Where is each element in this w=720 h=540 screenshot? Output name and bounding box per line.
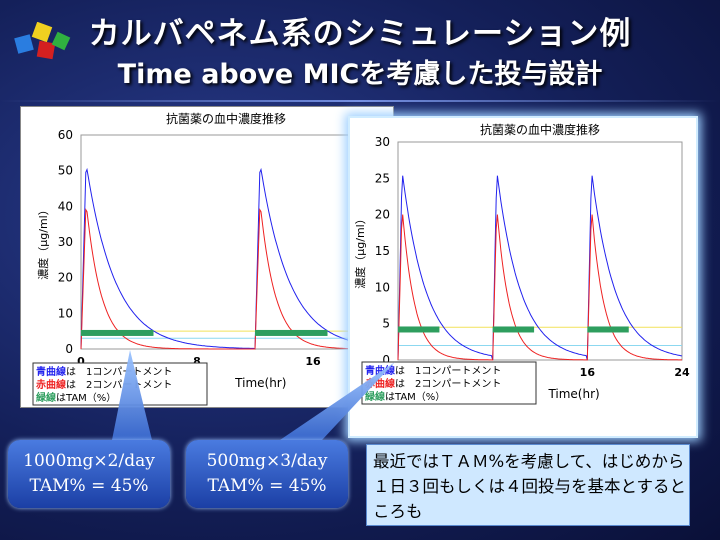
y-tick-label: 20 [375,208,390,222]
legend-text: は 2コンパートメント [395,378,501,390]
caption-dose-2: 500mg×3/day [206,451,328,471]
caption-dose-1: 1000mg×2/day [23,451,155,471]
legend-text: はTAM（%） [385,391,445,403]
y-axis-label: 濃度（μg/ml） [36,204,50,279]
legend-key: 緑線 [36,391,56,404]
caption-regimen-2: 500mg×3/day TAM% = 45% [186,440,348,508]
series-line-1-compartment [397,175,683,361]
title-divider [0,100,720,102]
y-tick-label: 25 [375,171,390,185]
x-tick-label: 24 [674,366,690,379]
y-tick-label: 30 [58,235,73,249]
chart-title: 抗菌薬の血中濃度推移 [166,111,286,126]
x-tick-label: 8 [193,355,201,368]
caption-tam-2: TAM% = 45% [207,476,327,496]
series-line-1-compartment [80,167,372,350]
legend-text: はTAM（%） [56,392,116,404]
tam-bar [255,329,328,336]
callout-pointer-1 [112,350,152,440]
series-line-2-compartment [80,207,371,350]
y-tick-label: 50 [58,164,73,178]
x-tick-label: 0 [77,355,85,368]
chart-twice-daily: 抗菌薬の血中濃度推移 60 50 40 30 20 10 0 0 8 16 濃度（μg/ml） Time… [20,106,394,408]
legend-box [361,361,537,405]
x-tick-label: 16 [580,366,596,379]
legend-box [32,362,208,406]
x-axis-label: Time(hr) [547,387,599,401]
legend-key: 赤曲線 [36,378,66,391]
chart-svg-1: 抗菌薬の血中濃度推移 60 50 40 30 20 10 00 8 16 濃度（μg/ml） Time… [32,111,372,406]
slide-subtitle: Time above MICを考慮した投与設計 [117,59,603,90]
chart-thrice-daily: 抗菌薬の血中濃度推移302520151050081624濃度（μg/ml）Tim… [348,116,698,438]
y-tick-label: 5 [382,317,390,331]
y-tick-label: 40 [58,199,73,213]
chart-title: 抗菌薬の血中濃度推移 [480,122,600,137]
y-tick-label: 0 [382,353,390,367]
legend-text: は 1コンパートメント [395,365,501,377]
chart-svg-2: 抗菌薬の血中濃度推移302520151050081624濃度（μg/ml）Tim… [353,122,690,405]
y-tick-label: 0 [65,342,73,356]
tam-bar [587,326,629,333]
legend-text: は 1コンパートメント [66,366,172,378]
caption-regimen-1: 1000mg×2/day TAM% = 45% [8,440,170,508]
y-axis-label: 濃度（μg/ml） [353,213,367,288]
y-tick-label: 60 [58,128,73,142]
tam-bar [492,326,535,333]
slide-title: カルバペネム系のシミュレーション例 [88,16,632,52]
legend-key: 青曲線 [36,365,66,378]
y-tick-label: 10 [58,306,73,320]
callout-pointer-2 [280,362,395,440]
series-line-2-compartment [397,214,682,361]
x-tick-label: 16 [305,355,321,368]
y-tick-label: 10 [375,280,390,294]
legend-entry: 緑線はTAM（%） [36,391,116,404]
legend-entry: 青曲線は 1コンパートメント [36,365,172,378]
tam-bar [398,326,440,333]
y-tick-label: 20 [58,271,73,285]
colored-cubes-icon [14,22,71,60]
note-box: 最近ではＴＡＭ%を考慮して、はじめから１日３回もしくは４回投与を基本とするところ… [366,444,690,526]
x-axis-label: Time(hr) [234,376,286,390]
legend-text: は 2コンパートメント [66,379,172,391]
y-tick-label: 15 [375,244,390,258]
tam-bar [81,329,154,336]
plot-area [397,141,683,361]
caption-tam-1: TAM% = 45% [29,476,149,496]
legend-entry: 赤曲線は 2コンパートメント [36,378,172,391]
legend-key: 緑線 [365,390,385,403]
legend-entry: 緑線はTAM（%） [365,390,445,403]
y-tick-label: 30 [375,135,390,149]
